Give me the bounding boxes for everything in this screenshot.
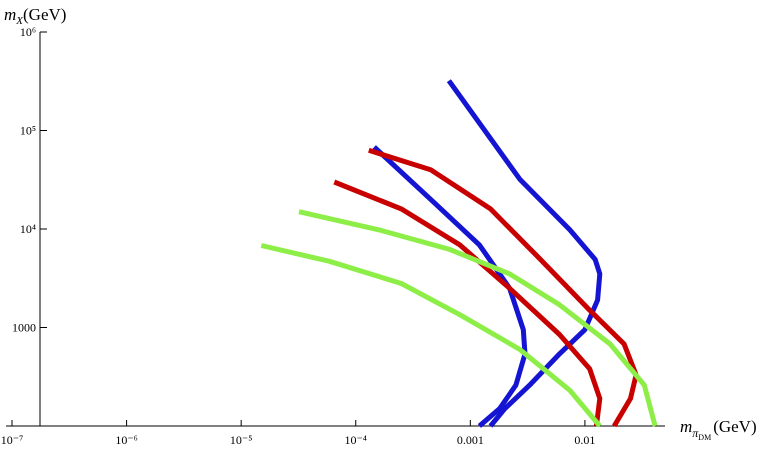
- x-tick-label: 10⁻⁵: [230, 433, 253, 447]
- curve: [298, 209, 658, 427]
- x-axis-label: mπDM(GeV): [680, 417, 757, 442]
- x-label-symbol: m: [680, 417, 692, 436]
- y-tick-label: 10⁴: [20, 222, 36, 236]
- y-tick-label: 1000: [12, 321, 36, 335]
- y-tick-label: 10⁶: [20, 25, 36, 39]
- y-label-unit: (GeV): [23, 5, 66, 24]
- x-label-unit: (GeV): [713, 417, 756, 436]
- x-tick-label: 10⁻⁴: [344, 433, 367, 447]
- y-label-subscript: X: [15, 15, 24, 27]
- x-tick-label: 0.001: [457, 433, 484, 447]
- x-tick-label: 10⁻⁶: [115, 433, 138, 447]
- curve: [446, 79, 603, 428]
- x-tick-label: 10⁻⁷: [1, 433, 24, 447]
- y-tick-label: 10⁵: [20, 124, 36, 138]
- y-label-symbol: m: [4, 5, 16, 24]
- x-label-subscript: π: [692, 426, 699, 440]
- x-tick-label: 0.01: [574, 433, 595, 447]
- curve: [260, 243, 602, 428]
- curve: [368, 147, 639, 428]
- curve: [333, 179, 603, 427]
- x-label-subsubscript: DM: [698, 433, 711, 442]
- y-axis-label: mX(GeV): [4, 5, 66, 27]
- curve: [372, 145, 528, 428]
